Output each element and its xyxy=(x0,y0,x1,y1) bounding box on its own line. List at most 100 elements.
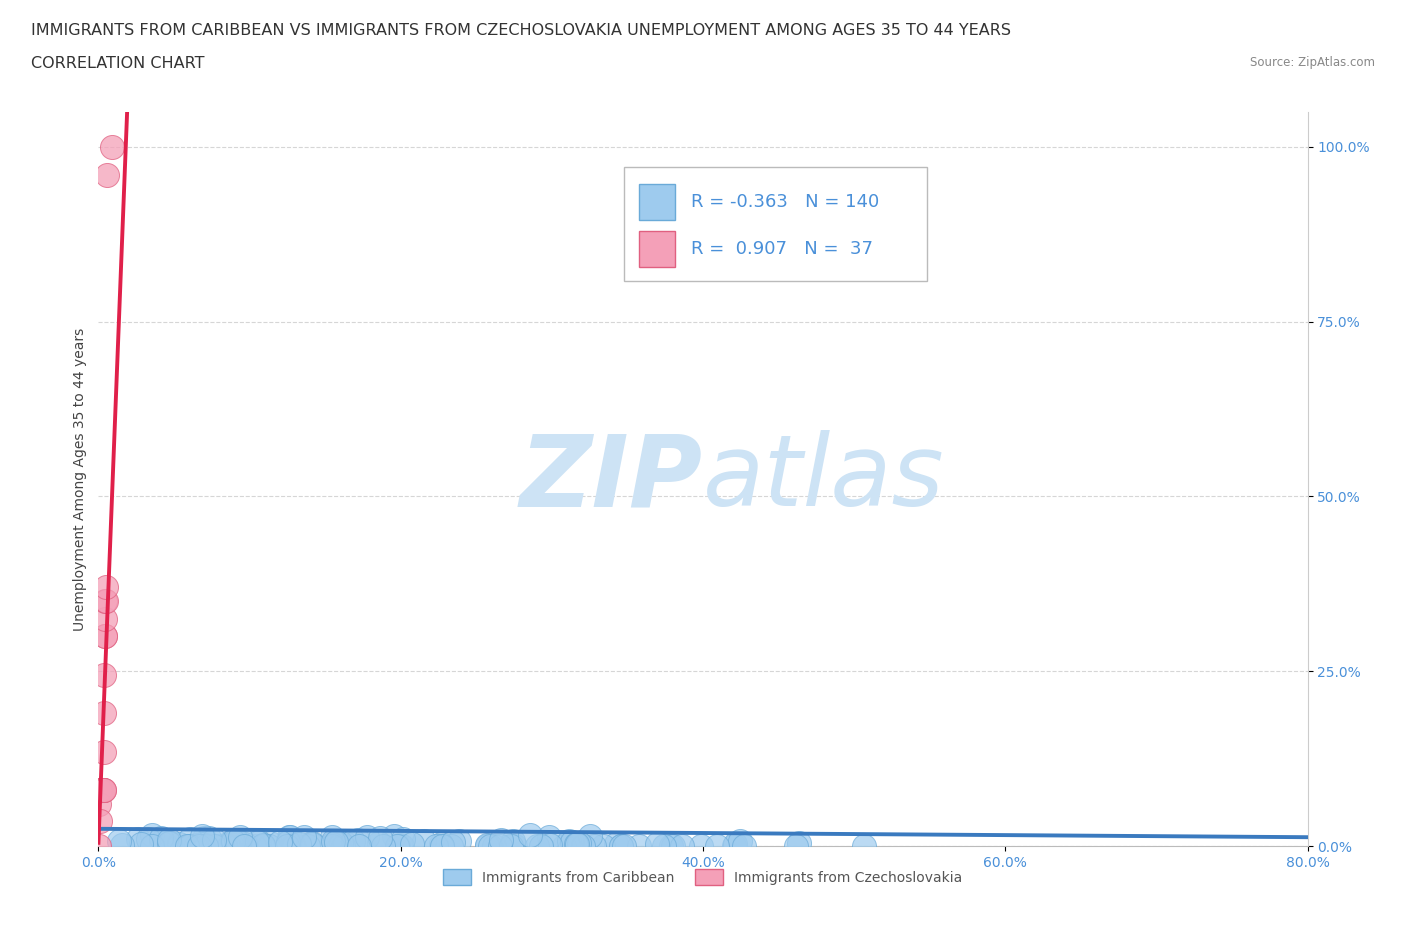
Point xyxy=(367,835,389,850)
Point xyxy=(93,783,115,798)
Point xyxy=(280,830,302,844)
Point xyxy=(93,783,115,798)
Point xyxy=(567,836,589,851)
Point xyxy=(733,839,755,854)
Point xyxy=(579,829,602,844)
Point xyxy=(412,834,434,849)
FancyBboxPatch shape xyxy=(624,166,927,281)
Point xyxy=(478,839,501,854)
Point xyxy=(321,839,343,854)
Point xyxy=(91,783,114,798)
Point xyxy=(101,140,124,154)
Point xyxy=(301,837,323,852)
Point xyxy=(91,783,114,798)
Point xyxy=(91,783,114,798)
Point xyxy=(502,833,524,848)
Point xyxy=(94,611,117,626)
Point xyxy=(440,839,463,854)
Text: CORRELATION CHART: CORRELATION CHART xyxy=(31,56,204,71)
Point xyxy=(90,783,112,798)
Point xyxy=(449,834,471,849)
Point xyxy=(138,831,160,846)
Text: ZIP: ZIP xyxy=(520,431,703,527)
Point xyxy=(332,839,354,854)
Point xyxy=(94,594,117,609)
Point xyxy=(91,783,114,798)
Point xyxy=(582,839,605,854)
Point xyxy=(477,838,499,853)
Point xyxy=(141,828,163,843)
Point xyxy=(425,839,447,854)
Point xyxy=(565,836,588,851)
Point xyxy=(179,839,201,854)
Point xyxy=(298,836,321,851)
Point xyxy=(475,839,498,854)
Point xyxy=(93,744,115,759)
Point xyxy=(149,831,172,846)
Point xyxy=(484,839,506,854)
Point xyxy=(489,832,512,847)
Point xyxy=(389,838,412,853)
Point xyxy=(190,839,212,854)
Point xyxy=(852,839,875,854)
Text: R = -0.363   N = 140: R = -0.363 N = 140 xyxy=(690,193,879,211)
Point xyxy=(157,832,180,847)
Point xyxy=(90,783,112,798)
Point xyxy=(572,839,595,854)
Point xyxy=(356,830,378,844)
Point xyxy=(226,836,249,851)
Point xyxy=(332,839,354,854)
Point xyxy=(187,839,209,854)
Point xyxy=(90,783,112,798)
Point xyxy=(391,831,413,846)
Point xyxy=(333,835,356,850)
Point xyxy=(530,839,553,854)
Point xyxy=(519,828,541,843)
Point xyxy=(252,837,274,852)
Point xyxy=(610,839,633,854)
Point xyxy=(538,830,561,844)
Point xyxy=(91,783,114,798)
Point xyxy=(441,835,464,850)
Point xyxy=(176,839,198,854)
Point xyxy=(167,836,190,851)
Point xyxy=(789,836,811,851)
Point xyxy=(276,839,298,854)
Point xyxy=(93,783,115,798)
Point xyxy=(328,839,350,854)
Point xyxy=(368,830,391,845)
Point xyxy=(89,783,111,798)
Point xyxy=(321,837,343,852)
Point xyxy=(93,668,115,683)
Point xyxy=(94,594,117,609)
Point xyxy=(347,832,370,847)
Point xyxy=(229,835,252,850)
Point xyxy=(610,839,633,854)
Point xyxy=(93,629,115,644)
Point xyxy=(728,833,751,848)
Point xyxy=(538,837,561,852)
Point xyxy=(96,167,118,182)
Legend: Immigrants from Caribbean, Immigrants from Czechoslovakia: Immigrants from Caribbean, Immigrants fr… xyxy=(437,864,969,891)
Point xyxy=(225,832,247,847)
Point xyxy=(191,837,214,852)
Point xyxy=(111,837,134,852)
Point xyxy=(489,839,512,854)
Text: atlas: atlas xyxy=(703,431,945,527)
Point xyxy=(277,830,299,844)
Point xyxy=(706,839,728,854)
Point xyxy=(561,835,583,850)
Point xyxy=(90,783,112,798)
Point xyxy=(250,838,273,853)
Text: IMMIGRANTS FROM CARIBBEAN VS IMMIGRANTS FROM CZECHOSLOVAKIA UNEMPLOYMENT AMONG A: IMMIGRANTS FROM CARIBBEAN VS IMMIGRANTS … xyxy=(31,23,1011,38)
Point xyxy=(157,836,180,851)
Point xyxy=(628,839,651,854)
Point xyxy=(219,837,242,852)
Point xyxy=(283,839,305,854)
Point xyxy=(347,839,370,854)
Point xyxy=(89,839,111,854)
Point xyxy=(94,629,117,644)
Point xyxy=(235,836,257,851)
Point xyxy=(90,783,112,798)
Point xyxy=(193,830,215,845)
